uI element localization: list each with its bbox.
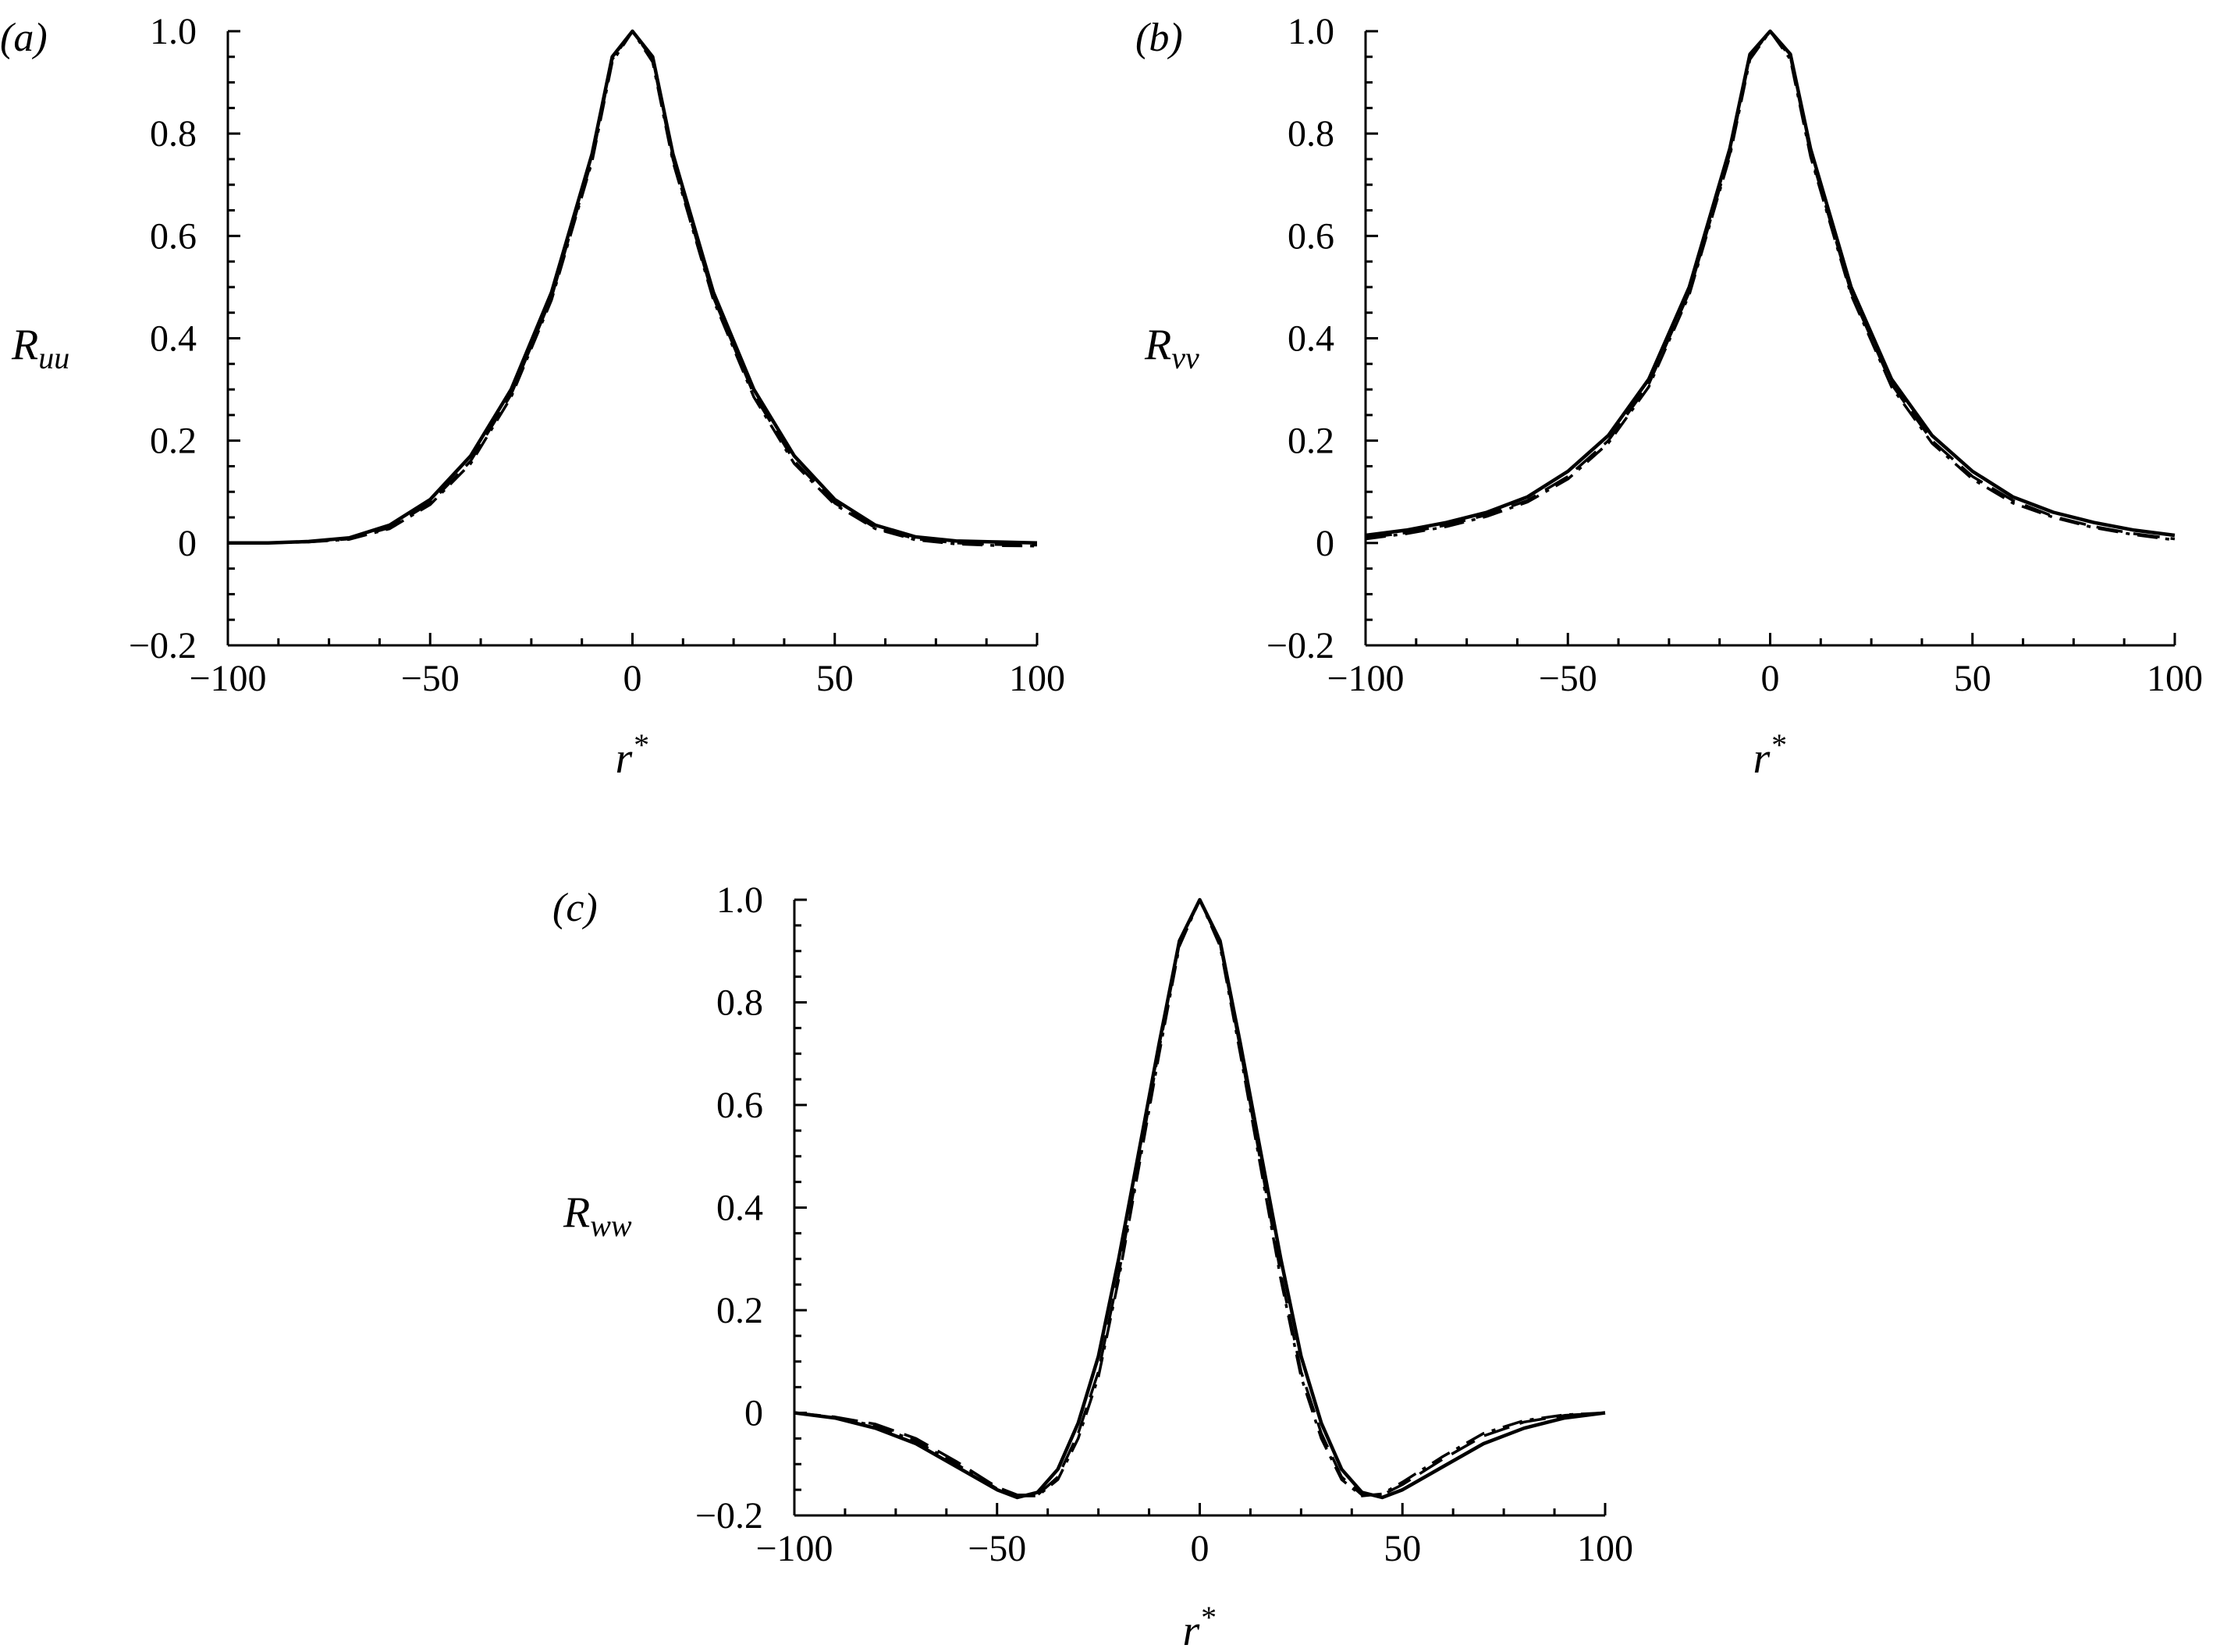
panel-b: −100 −50 0 50 100 −0.2 0 0.2 0.4 0.6 0.8 1.0 (b) Rvv r… <box>1135 11 2203 783</box>
y-tick-label: 0 <box>1316 523 1334 564</box>
y-tick-label: 0.2 <box>150 421 197 462</box>
y-tick-label: 0.6 <box>1288 215 1334 257</box>
y-tick-label: 0 <box>744 1393 763 1434</box>
x-tick-label: 50 <box>816 658 854 699</box>
x-tick-label: 0 <box>623 658 642 699</box>
x-tick-label: 100 <box>1009 658 1065 699</box>
series-line-dashed <box>228 30 1038 547</box>
x-tick-label: −50 <box>968 1528 1026 1569</box>
series-line-dash-dot <box>1365 30 2176 542</box>
x-tick-label: −100 <box>755 1528 833 1569</box>
series-line-dashed <box>794 898 1606 1497</box>
y-tick-label: 0.8 <box>150 113 197 155</box>
x-axis-label: r* <box>1183 1600 1216 1652</box>
panel-label: (a) <box>0 16 48 60</box>
y-tick-label: 0.8 <box>1288 113 1334 155</box>
series-line-solid <box>794 897 1606 1500</box>
x-axis-label: r* <box>1753 727 1786 783</box>
y-tick-label: −0.2 <box>695 1495 763 1537</box>
y-tick-label: 0.4 <box>150 318 197 360</box>
y-axis-label: Rvv <box>1144 321 1199 375</box>
x-tick-label: 100 <box>1577 1528 1633 1569</box>
x-axis-label: r* <box>616 727 648 783</box>
x-tick-label: 50 <box>1384 1528 1421 1569</box>
y-tick-label: 0.2 <box>716 1290 763 1331</box>
y-tick-label: 1.0 <box>150 11 197 52</box>
panel-c: −100 −50 0 50 100 −0.2 0 0.2 0.4 0.6 0.8 1.0 (c) Rww r… <box>552 879 1633 1652</box>
x-tick-label: 50 <box>1954 658 1991 699</box>
y-axis-label: Ruu <box>11 321 69 375</box>
y-tick-label: 0.2 <box>1288 421 1334 462</box>
panel-a: −100 −50 0 50 100 −0.2 0 0.2 0.4 0.6 0.8 1.0 (a) Ruu r… <box>0 11 1065 783</box>
y-tick-label: 1.0 <box>1288 11 1334 52</box>
y-tick-label: 0.4 <box>716 1188 763 1229</box>
x-tick-label: −100 <box>189 658 266 699</box>
series-line-solid <box>1365 29 2176 538</box>
x-tick-label: 0 <box>1761 658 1780 699</box>
y-tick-label: 0.4 <box>1288 318 1334 360</box>
y-tick-label: 0.6 <box>716 1085 763 1126</box>
series-line-dash-dot <box>794 898 1606 1497</box>
x-tick-label: 100 <box>2147 658 2203 699</box>
y-tick-label: 0.8 <box>716 982 763 1024</box>
y-tick-label: −0.2 <box>129 625 197 666</box>
y-tick-label: −0.2 <box>1266 625 1334 666</box>
panel-label: (c) <box>552 886 598 930</box>
panel-label: (b) <box>1135 16 1183 60</box>
y-tick-label: 0 <box>178 523 197 564</box>
x-tick-label: −100 <box>1327 658 1404 699</box>
y-tick-label: 1.0 <box>716 879 763 921</box>
series-line-dashed <box>1365 30 2176 541</box>
x-tick-label: −50 <box>401 658 460 699</box>
series-line-solid <box>228 29 1038 545</box>
x-tick-label: −50 <box>1539 658 1597 699</box>
series-line-dash-dot <box>228 30 1038 548</box>
y-tick-label: 0.6 <box>150 215 197 257</box>
x-tick-label: 0 <box>1191 1528 1210 1569</box>
y-axis-label: Rww <box>563 1188 632 1243</box>
